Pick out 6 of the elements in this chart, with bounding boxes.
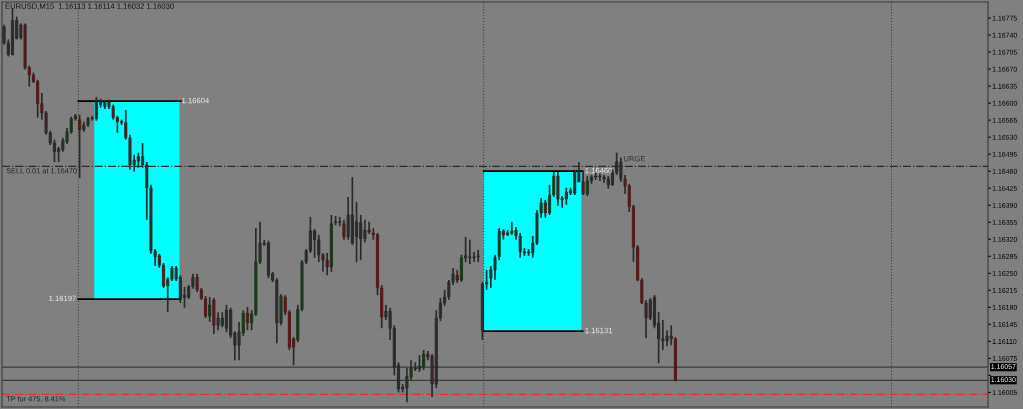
candlestick bbox=[661, 319, 665, 351]
candlestick bbox=[598, 172, 602, 182]
candlestick bbox=[510, 220, 514, 236]
candlestick bbox=[82, 120, 86, 133]
candlestick bbox=[476, 249, 480, 263]
candlestick bbox=[468, 238, 472, 265]
